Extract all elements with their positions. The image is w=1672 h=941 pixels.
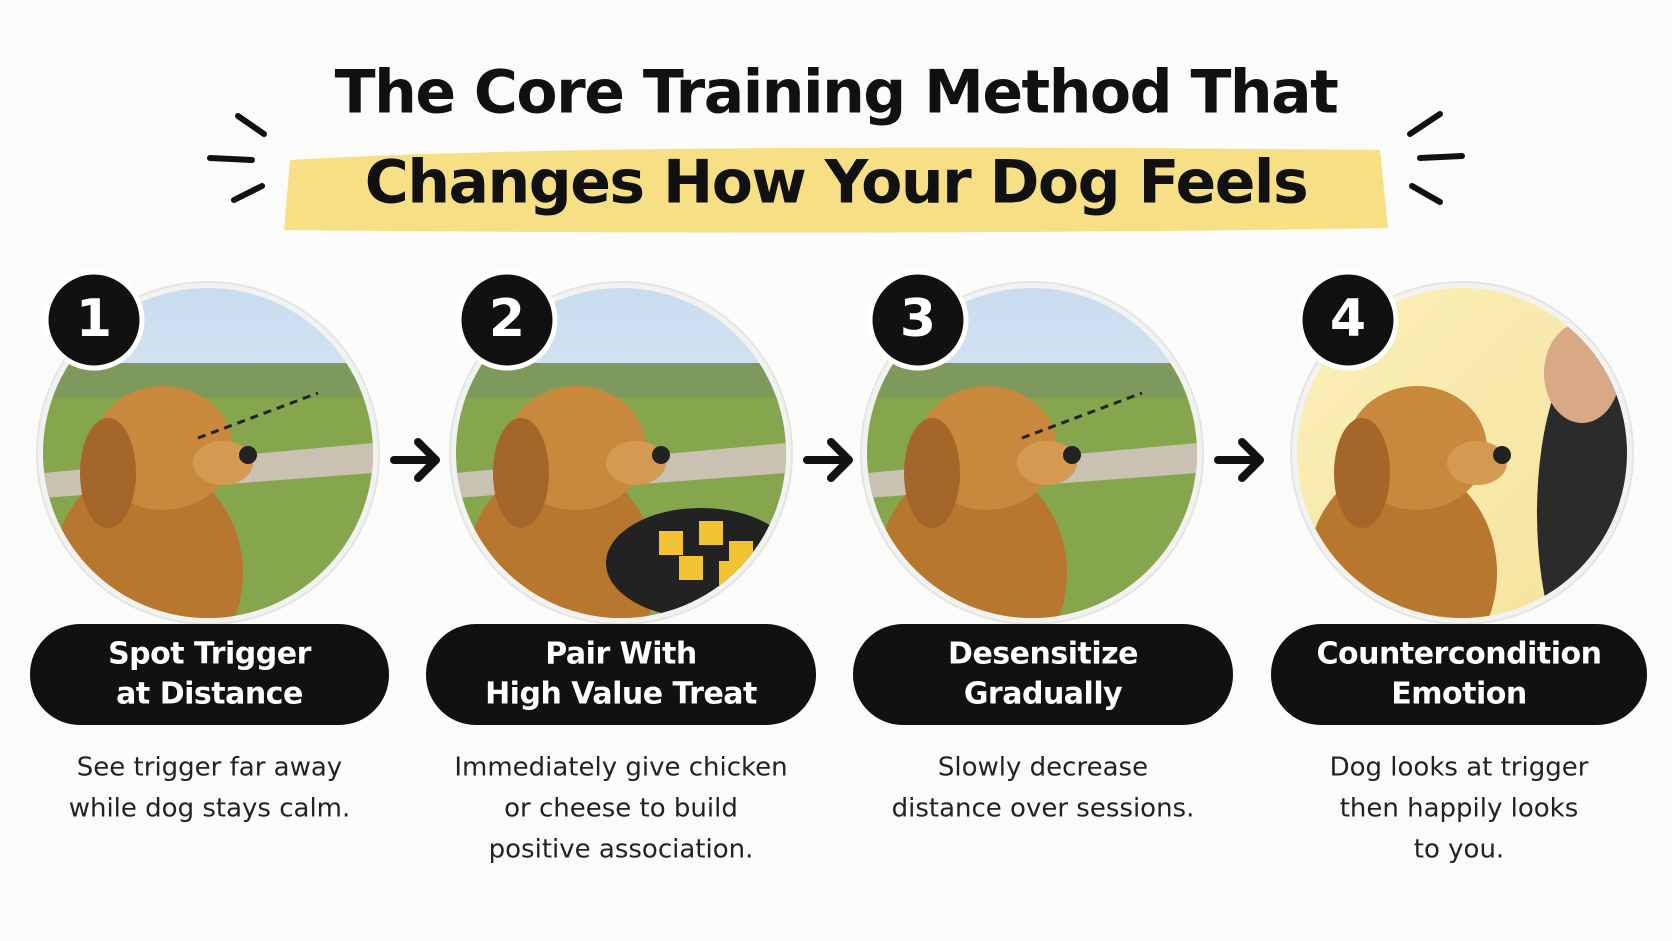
title-accents xyxy=(207,111,1465,205)
dog-nose xyxy=(1063,446,1081,464)
step-description: Dog looks at trigger xyxy=(1330,753,1589,783)
step-description: while dog stays calm. xyxy=(69,794,351,824)
step-label: Spot Trigger xyxy=(108,637,312,672)
dog-ear xyxy=(904,418,960,528)
step-description: or cheese to build xyxy=(504,794,738,824)
step-label: Gradually xyxy=(964,677,1123,712)
dog-snout xyxy=(1447,441,1507,485)
step: 2 Pair With High Value Treat Immediately gi… xyxy=(426,269,853,865)
step-number: 4 xyxy=(1330,289,1366,349)
step-label: High Value Treat xyxy=(485,677,757,712)
step-label: Desensitize xyxy=(948,637,1138,672)
step-description: then happily looks xyxy=(1340,794,1579,824)
step-number: 1 xyxy=(76,289,112,349)
step-description: See trigger far away xyxy=(77,753,342,783)
treat xyxy=(679,556,703,580)
gaze-arrow xyxy=(197,391,319,440)
step-pill xyxy=(30,624,389,725)
flow-arrow xyxy=(803,438,853,482)
step: 1 Spot Trigger at Distance See trigger far … xyxy=(30,269,440,824)
step-number: 3 xyxy=(900,289,936,349)
treat xyxy=(699,521,723,545)
number-badge xyxy=(456,269,558,371)
flow-arrow xyxy=(390,438,440,482)
step-label: Emotion xyxy=(1391,677,1526,712)
step: 3 Desensitize Gradually Slowly decrease dist… xyxy=(853,269,1264,824)
dog-nose xyxy=(652,446,670,464)
dog-ear xyxy=(1334,418,1390,528)
step-description: positive association. xyxy=(489,835,754,865)
dog-ear xyxy=(80,418,136,528)
dog-ear xyxy=(493,418,549,528)
step-label: at Distance xyxy=(116,677,303,712)
dog-snout xyxy=(606,441,666,485)
number-badge xyxy=(43,269,145,371)
number-badge xyxy=(867,269,969,371)
title-line: Changes How Your Dog Feels xyxy=(365,148,1307,218)
gaze-arrow xyxy=(1021,391,1143,440)
flow-arrow xyxy=(1214,438,1264,482)
step-description: distance over sessions. xyxy=(892,794,1195,824)
dog-nose xyxy=(1493,446,1511,464)
step-description: Slowly decrease xyxy=(938,753,1148,783)
title-highlight xyxy=(284,147,1388,233)
step-pill xyxy=(426,624,816,725)
dog-snout xyxy=(193,441,253,485)
dog-nose xyxy=(239,446,257,464)
step-label: Pair With xyxy=(545,637,697,672)
title-line: The Core Training Method That xyxy=(335,58,1338,128)
dog-snout xyxy=(1017,441,1077,485)
number-badge xyxy=(1297,269,1399,371)
step-label: Countercondition xyxy=(1317,637,1602,672)
treat xyxy=(659,531,683,555)
step-number: 2 xyxy=(489,289,525,349)
step: 4 Countercondition Emotion Dog looks at tri… xyxy=(1271,269,1647,865)
step-description: Immediately give chicken xyxy=(454,753,787,783)
step-description: to you. xyxy=(1414,835,1504,865)
step-pill xyxy=(853,624,1233,725)
step-pill xyxy=(1271,624,1647,725)
